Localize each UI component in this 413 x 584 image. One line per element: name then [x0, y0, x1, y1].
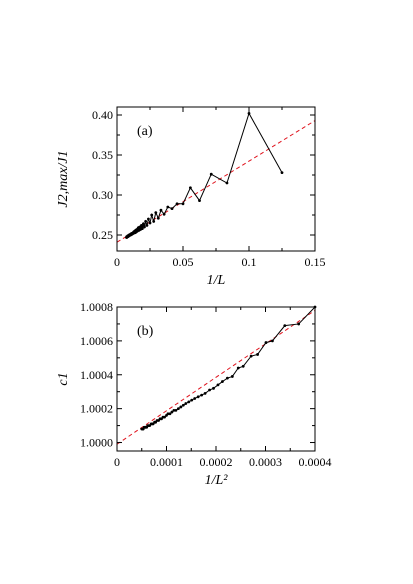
y-tick-label: 0.25: [92, 228, 113, 242]
panel-label: (b): [137, 324, 154, 339]
y-tick-label: 1.0002: [80, 402, 113, 416]
data-point: [208, 388, 211, 392]
x-tick-label: 0.0001: [150, 455, 183, 469]
x-tick-label: 0.0002: [200, 455, 233, 469]
data-point: [176, 407, 180, 411]
data-point: [190, 398, 194, 402]
data-point: [225, 376, 229, 380]
y-tick-label: 1.0006: [80, 334, 113, 348]
data-point: [297, 322, 301, 326]
data-point: [249, 354, 253, 358]
y-axis-label: J2,max/J1: [56, 150, 71, 207]
data-point: [283, 324, 287, 328]
data-point: [184, 402, 188, 405]
y-tick-label: 0.30: [92, 188, 113, 202]
data-point: [140, 427, 144, 431]
data-point: [174, 408, 178, 412]
data-point: [142, 222, 145, 226]
data-point: [264, 341, 268, 344]
x-tick-label: 0.0004: [299, 455, 332, 469]
x-tick-label: 0.05: [173, 255, 194, 269]
x-axis-label: 1/L: [207, 273, 226, 288]
data-point: [193, 397, 197, 400]
data-point: [170, 410, 174, 414]
y-tick-label: 1.0004: [80, 368, 113, 382]
y-axis-label: c1: [56, 372, 71, 385]
data-point: [170, 207, 174, 211]
data-point: [162, 212, 166, 216]
data-point: [271, 339, 274, 343]
data-point: [143, 225, 146, 229]
data-point: [168, 412, 172, 416]
data-point: [203, 392, 207, 395]
data-point: [179, 405, 183, 409]
data-point: [150, 213, 154, 217]
data-point: [247, 112, 251, 115]
data-point: [166, 205, 170, 209]
data-point: [175, 202, 179, 206]
x-tick-label: 0.0003: [249, 455, 282, 469]
data-point: [256, 353, 259, 356]
data-point: [212, 386, 215, 390]
panel-b: 0 0.0001 0.0002 0.0003 0.0004 1.0000 1.0002 1.0…: [56, 300, 332, 488]
data-point: [187, 400, 191, 404]
data-point: [230, 375, 234, 378]
data-point: [196, 395, 200, 399]
data-point: [188, 186, 192, 190]
data-point: [221, 380, 224, 383]
data-point: [236, 366, 240, 370]
data-point: [125, 236, 128, 239]
x-axis-label: 1/L²: [205, 473, 229, 488]
data-point: [156, 216, 160, 220]
y-tick-label: 0.40: [92, 108, 113, 122]
panel-label: (a): [137, 124, 153, 139]
data-point: [152, 220, 156, 223]
data-point: [181, 202, 185, 206]
data-point: [147, 217, 150, 221]
data-point: [216, 383, 220, 387]
x-tick-label: 0.15: [305, 255, 326, 269]
data-point: [181, 403, 185, 407]
data-point: [148, 221, 152, 225]
x-tick-label: 0: [114, 455, 120, 469]
data-point: [209, 172, 213, 176]
x-tick-label: 0: [114, 255, 120, 269]
data-point: [172, 408, 176, 412]
y-tick-label: 1.0000: [80, 436, 113, 450]
y-tick-label: 1.0008: [80, 300, 113, 314]
y-tick-label: 0.35: [92, 148, 113, 162]
data-point: [198, 199, 201, 203]
data-series-line: [141, 307, 315, 430]
data-point: [225, 181, 229, 185]
panel-a: 0 0.05 0.1 0.15 0.25 0.30 0.35 0.40 (a) 1/L J2,max…: [56, 106, 326, 288]
data-point: [154, 211, 158, 215]
fit-line: [117, 309, 315, 445]
data-point: [241, 364, 245, 368]
data-point: [200, 393, 204, 397]
x-tick-label: 0.1: [242, 255, 257, 269]
data-point: [144, 220, 148, 223]
data-point: [159, 208, 163, 212]
data-point: [165, 414, 168, 417]
data-point: [145, 224, 149, 227]
data-point: [280, 171, 284, 175]
